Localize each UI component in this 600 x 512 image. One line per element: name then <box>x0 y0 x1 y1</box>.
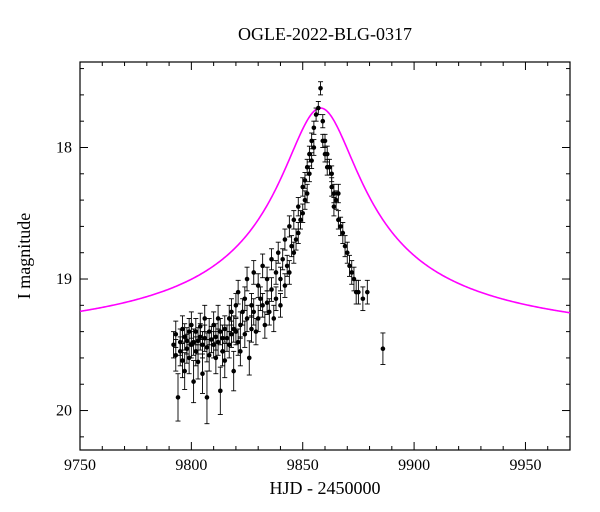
lightcurve-chart: OGLE-2022-BLG-0317 HJD - 2450000 I magnitu… <box>0 0 600 512</box>
y-axis-label: I magnitude <box>14 213 34 299</box>
y-tick-label: 18 <box>56 139 72 156</box>
x-tick-label: 9850 <box>287 457 319 474</box>
x-tick-label: 9750 <box>64 457 96 474</box>
y-tick-label: 19 <box>56 271 72 288</box>
chart-title: OGLE-2022-BLG-0317 <box>238 24 412 44</box>
chart-bg <box>0 0 600 512</box>
y-tick-label: 20 <box>56 403 72 420</box>
chart-container: OGLE-2022-BLG-0317 HJD - 2450000 I magnitu… <box>0 0 600 512</box>
x-tick-label: 9950 <box>509 457 541 474</box>
x-tick-label: 9900 <box>398 457 430 474</box>
x-tick-label: 9800 <box>175 457 207 474</box>
x-axis-label: HJD - 2450000 <box>270 478 381 498</box>
